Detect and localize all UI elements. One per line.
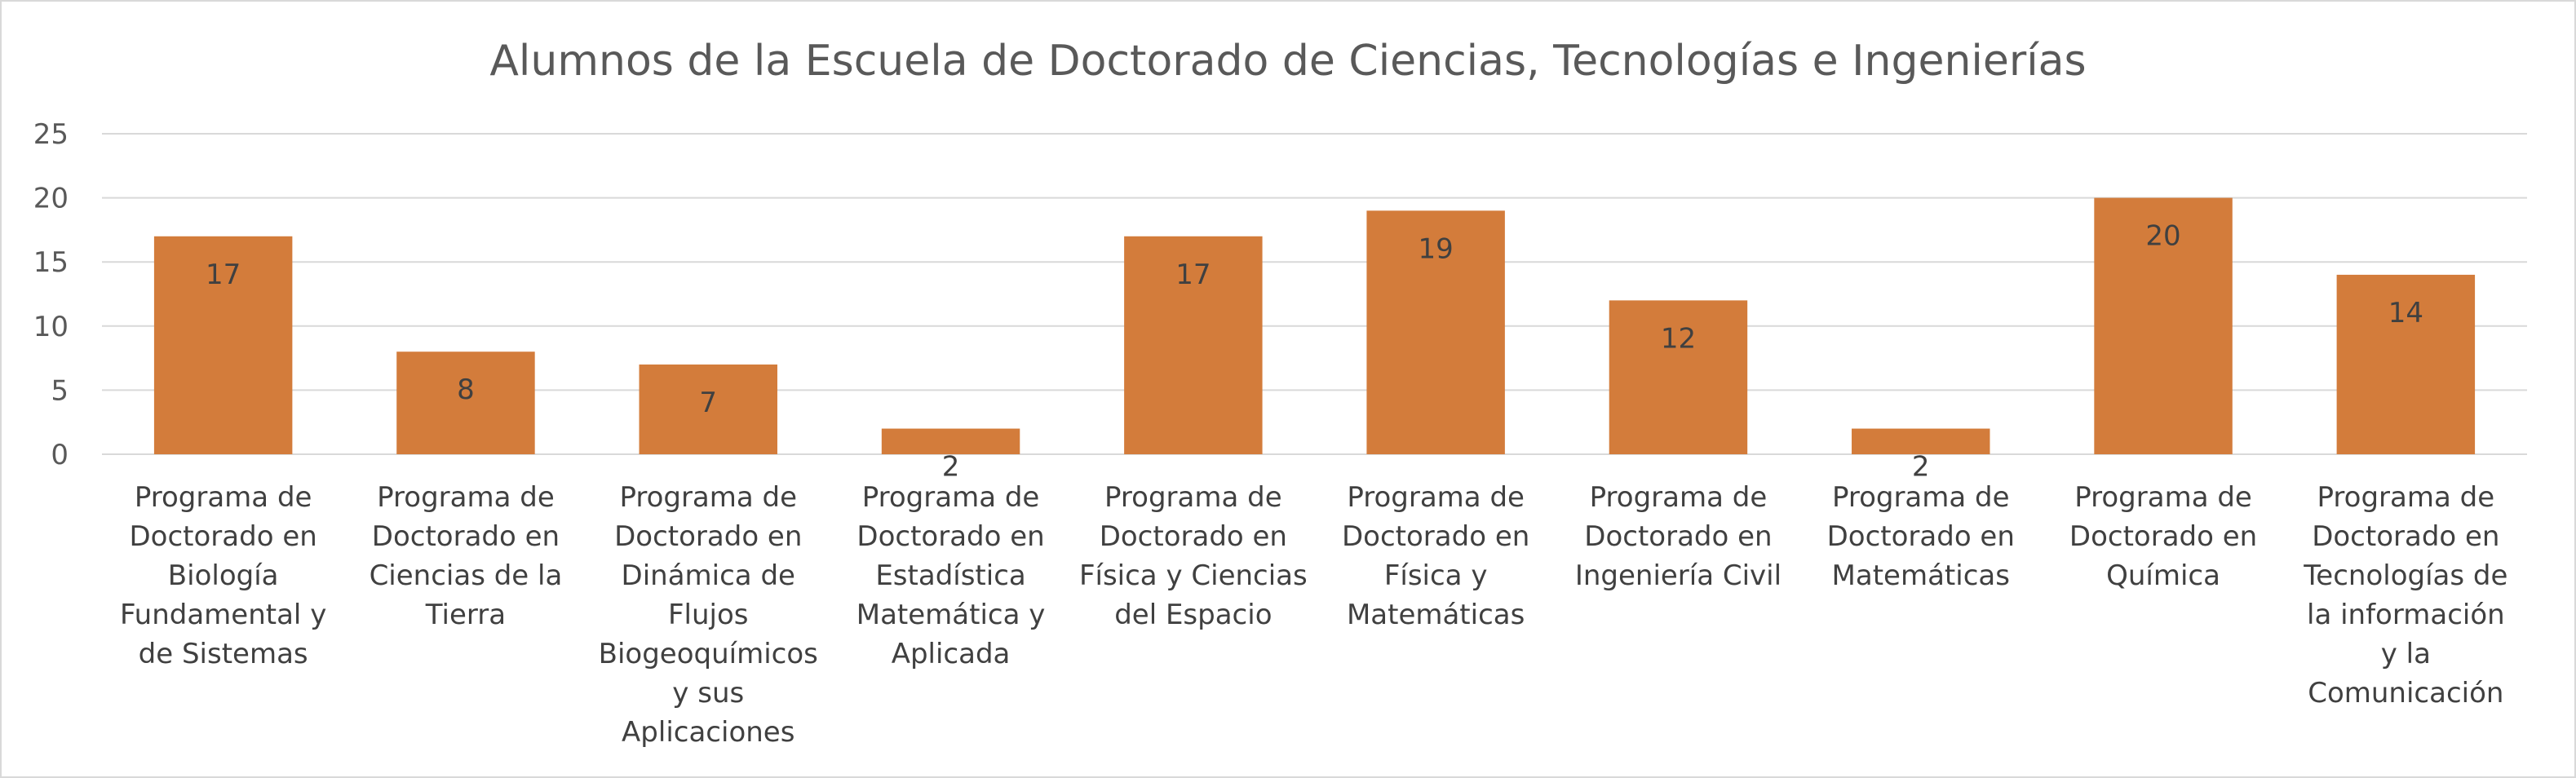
bars (153, 197, 2476, 454)
bar (396, 351, 535, 454)
data-label: 17 (206, 259, 241, 291)
data-label: 19 (1419, 232, 1454, 265)
bar (1852, 428, 1990, 454)
data-label: 8 (457, 374, 475, 406)
y-axis: 0 5 10 15 20 25 (33, 118, 69, 471)
data-label: 14 (2388, 297, 2423, 329)
data-label: 7 (699, 387, 717, 419)
y-tick-label: 10 (33, 311, 69, 343)
x-tick-label: Programa de Doctorado en Ciencias de la Tie… (370, 481, 563, 631)
data-labels: 17 8 7 2 17 19 12 2 20 14 (206, 220, 2423, 484)
bar (2094, 197, 2233, 454)
bar (1366, 210, 1505, 454)
bar (1124, 236, 1263, 454)
data-label: 2 (942, 451, 960, 484)
x-tick-label: Programa de Doctorado en Matemáticas (1827, 481, 2015, 592)
x-tick-label: Programa de Doctorado en Física y Matemátic… (1342, 481, 1529, 631)
bar (881, 428, 1020, 454)
x-tick-label: Programa de Doctorado en Física y Ciencias… (1079, 481, 1308, 631)
data-label: 20 (2145, 220, 2180, 253)
data-label: 2 (1912, 451, 1930, 484)
x-axis: Programa de Doctorado en Biología Fundament… (120, 481, 2507, 749)
bar (153, 236, 293, 454)
x-tick-label: Programa de Doctorado en Química (2069, 481, 2257, 592)
y-tick-label: 15 (33, 246, 69, 279)
data-label: 12 (1661, 322, 1696, 355)
y-tick-label: 5 (51, 374, 69, 407)
y-tick-label: 20 (33, 183, 69, 215)
x-tick-label: Programa de Doctorado en Biología Fundament… (120, 481, 326, 670)
x-tick-label: Programa de Doctorado en Ingeniería Civil (1575, 481, 1782, 592)
bar (1609, 300, 1748, 454)
bar (2336, 274, 2476, 454)
data-label: 17 (1175, 259, 1211, 291)
x-tick-label: Programa de Doctorado en Dinámica de Flujos… (599, 481, 818, 749)
bar (639, 364, 777, 454)
x-tick-label: Programa de Doctorado en Tecnologías de la … (2303, 481, 2507, 709)
x-tick-label: Programa de Doctorado en Estadística Matemá… (856, 481, 1046, 670)
y-tick-label: 0 (51, 439, 69, 471)
chart-title: Alumnos de la Escuela de Doctorado de Ci… (489, 37, 2086, 86)
y-tick-label: 25 (33, 118, 69, 151)
